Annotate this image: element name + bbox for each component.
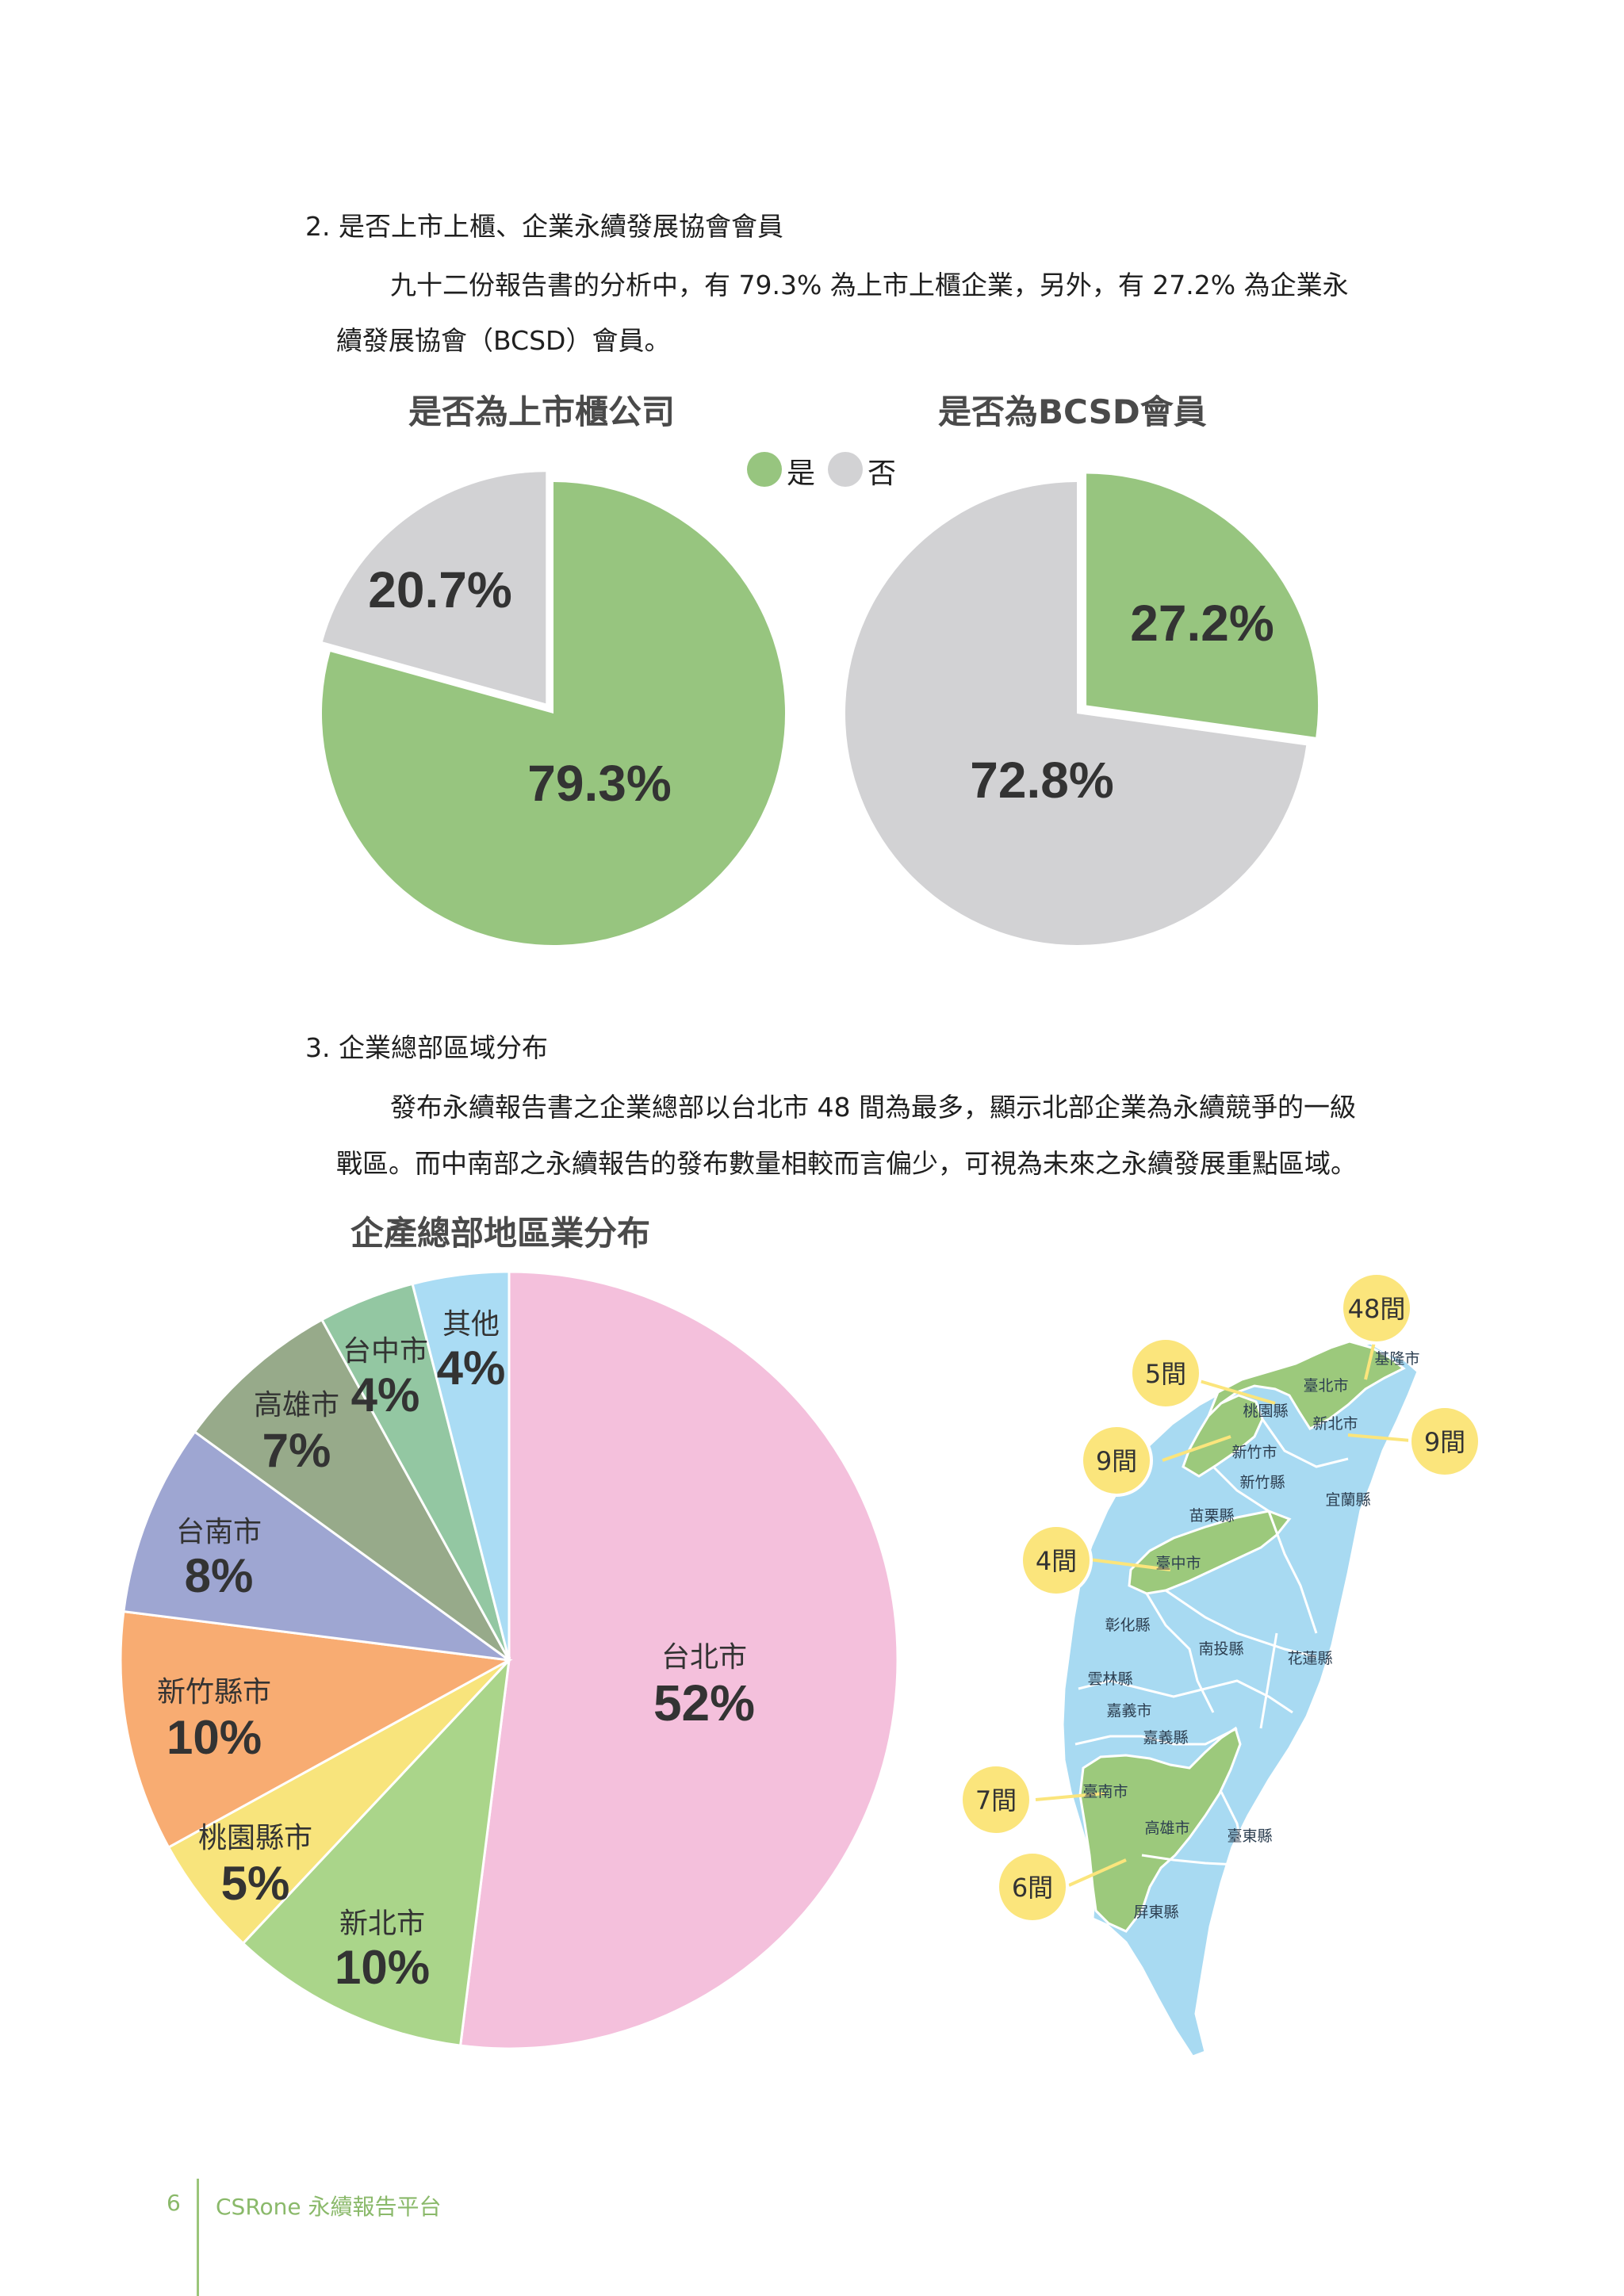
map-region-13: 嘉義市 <box>1106 1702 1151 1720</box>
listed-slice-no <box>322 472 546 704</box>
map-region-7: 苗栗縣 <box>1189 1507 1234 1525</box>
region-name-1: 新北市 <box>339 1908 425 1940</box>
legend-yes-label: 是 <box>787 457 816 490</box>
section-2-heading: 2. 是否上市上櫃、企業永續發展協會會員 <box>305 211 783 242</box>
callout-text-1: 5間 <box>1145 1359 1186 1389</box>
section-2-paragraph-line-1: 九十二份報告書的分析中，有 79.3% 為上市上櫃企業，另外，有 27.2% 為… <box>390 270 1349 300</box>
region-percent-0: 52% <box>653 1674 755 1732</box>
callout-bubble-2 <box>1080 1424 1153 1497</box>
map-region-6: 宜蘭縣 <box>1325 1491 1370 1509</box>
county-boundaries <box>1074 1418 1349 1866</box>
region-slice-5 <box>193 1318 511 1662</box>
northern-region-shape <box>1207 1340 1406 1430</box>
region-slice-4 <box>122 1429 510 1662</box>
region-name-3: 新竹縣市 <box>157 1676 271 1709</box>
callout-bubble-3 <box>1408 1405 1481 1478</box>
region-name-0: 台北市 <box>661 1641 747 1674</box>
legend-yes-swatch <box>747 452 782 487</box>
map-region-5: 新竹縣 <box>1239 1474 1285 1491</box>
callout-bubble-1 <box>1129 1337 1202 1410</box>
map-region-4: 新竹市 <box>1231 1444 1277 1461</box>
hsinchu-region-shape <box>1182 1394 1264 1478</box>
legend-no-label: 否 <box>868 457 897 490</box>
section-3-paragraph-line-1: 發布永續報告書之企業總部以台北市 48 間為最多，顯示北部企業為永續競爭的一級 <box>390 1092 1356 1123</box>
listed-slice-yes <box>321 482 785 945</box>
listed-pie-chart: 79.3% 20.7% <box>321 472 785 945</box>
callout-bubble-5 <box>959 1763 1032 1836</box>
callout-text-0: 48間 <box>1348 1294 1406 1324</box>
region-name-2: 桃園縣市 <box>198 1822 312 1854</box>
listed-label-yes: 79.3% <box>527 755 671 812</box>
map-region-8: 臺中市 <box>1155 1555 1201 1572</box>
map-region-2: 桃園縣 <box>1243 1402 1288 1420</box>
region-percent-7: 4% <box>437 1341 506 1395</box>
region-pie-chart: 台北市52%新北市10%桃園縣市5%新竹縣市10%台南市8%高雄市7%台中市4%… <box>119 1270 899 2050</box>
region-percent-3: 10% <box>167 1711 262 1764</box>
bcsd-label-no: 72.8% <box>970 752 1113 809</box>
region-slice-2 <box>167 1659 511 1946</box>
callout-text-6: 6間 <box>1012 1873 1053 1903</box>
map-region-12: 雲林縣 <box>1087 1670 1132 1688</box>
region-name-6: 台中市 <box>343 1335 428 1368</box>
region-percent-5: 7% <box>262 1424 331 1477</box>
legend-no-swatch <box>828 452 863 487</box>
region-percent-2: 5% <box>221 1857 290 1910</box>
footer-brand: CSRone 永續報告平台 <box>216 2194 442 2220</box>
footer-page-number: 6 <box>167 2190 181 2216</box>
map-callouts: 48間 5間 9間 9間 4間 7間 6間 <box>959 1272 1481 1923</box>
map-region-18: 屏東縣 <box>1133 1904 1178 1921</box>
southern-region-shape <box>1078 1726 1242 1933</box>
bcsd-label-yes: 27.2% <box>1130 595 1274 652</box>
taichung-region-shape <box>1128 1510 1292 1595</box>
section-3-paragraph-line-2: 戰區。而中南部之永續報告的發布數量相較而言偏少，可視為未來之永續發展重點區域。 <box>336 1148 1357 1179</box>
section-3-heading: 3. 企業總部區域分布 <box>305 1032 548 1063</box>
callout-text-4: 4間 <box>1036 1546 1077 1576</box>
region-percent-6: 4% <box>351 1368 420 1422</box>
bcsd-slice-no <box>845 482 1307 945</box>
taiwan-map: 48間 5間 9間 9間 4間 7間 6間 基隆市臺北市桃園縣新北市新竹市新竹縣宜蘭縣苗栗縣… <box>959 1272 1481 2058</box>
region-name-4: 台南市 <box>176 1516 262 1548</box>
region-slice-3 <box>119 1609 513 1850</box>
callout-text-3: 9間 <box>1424 1427 1465 1457</box>
listed-label-no: 20.7% <box>368 561 511 618</box>
region-percent-1: 10% <box>335 1941 430 1994</box>
callout-bubble-4 <box>1020 1524 1093 1597</box>
map-region-1: 臺北市 <box>1303 1377 1348 1395</box>
map-region-17: 臺東縣 <box>1227 1827 1272 1845</box>
map-region-11: 花蓮縣 <box>1287 1650 1332 1667</box>
map-region-16: 高雄市 <box>1144 1820 1189 1837</box>
callout-text-5: 7間 <box>975 1785 1017 1816</box>
map-region-3: 新北市 <box>1312 1415 1358 1433</box>
map-region-14: 嘉義縣 <box>1143 1729 1188 1747</box>
region-name-5: 高雄市 <box>254 1389 339 1422</box>
region-name-7: 其他 <box>442 1308 500 1341</box>
map-region-9: 彰化縣 <box>1105 1617 1150 1634</box>
listed-chart-title: 是否為上市櫃公司 <box>408 392 676 431</box>
section-2-paragraph-line-2: 續發展協會（BCSD）會員。 <box>336 325 671 356</box>
region-chart-title: 企產總部地區業分布 <box>350 1214 651 1253</box>
map-region-15: 臺南市 <box>1082 1783 1128 1800</box>
map-region-0: 基隆市 <box>1374 1350 1419 1368</box>
bcsd-slice-yes <box>1086 473 1319 737</box>
region-slice-1 <box>241 1656 511 2047</box>
region-slice-7 <box>411 1270 511 1661</box>
bcsd-chart-title: 是否為BCSD會員 <box>938 392 1207 431</box>
region-percent-4: 8% <box>185 1549 254 1602</box>
callout-bubble-6 <box>996 1850 1069 1923</box>
region-slice-0 <box>458 1270 899 2050</box>
callout-text-2: 9間 <box>1096 1446 1137 1476</box>
bcsd-pie-chart: 27.2% 72.8% <box>845 473 1319 945</box>
map-region-labels: 基隆市臺北市桃園縣新北市新竹市新竹縣宜蘭縣苗栗縣臺中市彰化縣南投縣花蓮縣雲林縣嘉… <box>1082 1350 1419 1921</box>
footer-rule <box>197 2179 199 2296</box>
callout-bubble-0 <box>1340 1272 1413 1345</box>
map-region-10: 南投縣 <box>1198 1640 1243 1658</box>
